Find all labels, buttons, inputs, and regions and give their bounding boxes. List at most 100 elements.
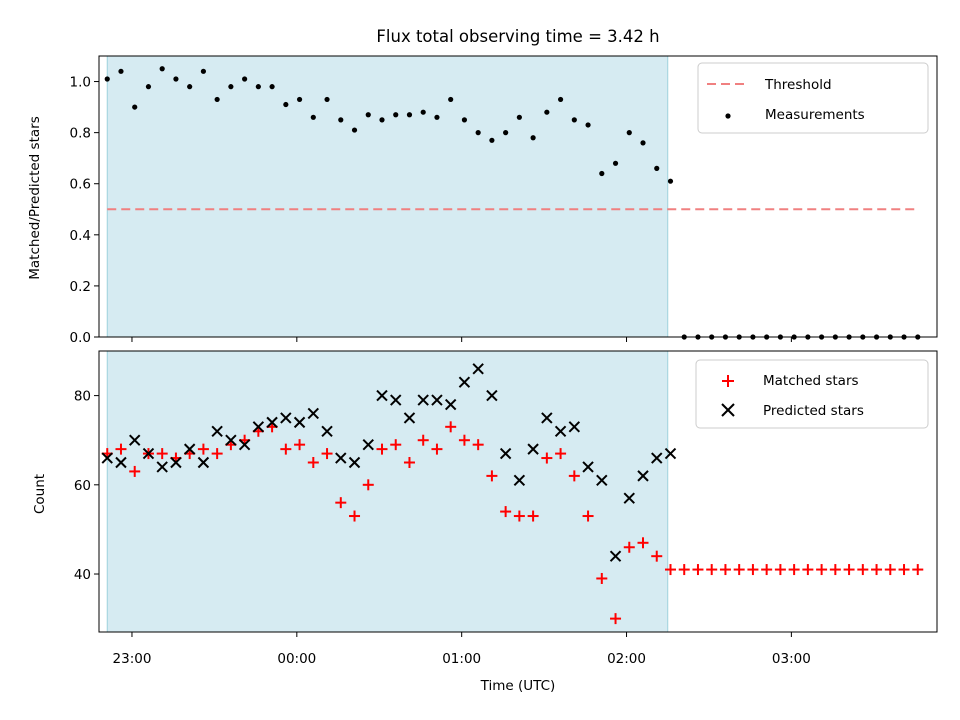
predicted-star-point — [637, 470, 649, 482]
measurement-point — [461, 117, 468, 123]
measurement-point — [255, 84, 261, 90]
predicted-star-point — [554, 425, 567, 437]
matched-star-point — [664, 564, 676, 576]
measurement-point — [626, 130, 632, 136]
predicted-star-point — [156, 461, 168, 473]
top-y-tick-label: 0.6 — [70, 177, 91, 193]
predicted-star-point — [499, 447, 512, 460]
predicted-legend-swatch — [721, 403, 735, 417]
top-y-tick-label: 0.2 — [70, 279, 91, 295]
matched-star-point — [733, 564, 745, 576]
predicted-star-point — [417, 394, 429, 406]
predicted-star-point — [431, 394, 443, 406]
predicted-star-point — [403, 412, 416, 424]
matched-star-point — [115, 443, 127, 455]
top-y-tick-label: 0.4 — [70, 228, 91, 244]
matched-star-point — [857, 564, 869, 576]
measurement-point — [379, 117, 385, 123]
measurement-point — [434, 114, 440, 120]
measurement-point — [159, 66, 165, 72]
top-x-tick-marks — [131, 337, 792, 342]
predicted-star-point — [225, 434, 237, 446]
measurement-point — [242, 76, 248, 82]
measurement-point — [640, 140, 646, 146]
x-tick-label: 23:00 — [113, 651, 152, 667]
measurement-point — [118, 68, 124, 74]
measurement-point — [393, 112, 399, 118]
measurement-point — [503, 130, 509, 136]
predicted-star-point — [266, 416, 278, 429]
measurement-point — [269, 84, 275, 90]
top-y-ticks: 0.0 0.2 0.4 0.6 0.8 1.0 — [70, 75, 99, 346]
predicted-star-point — [444, 398, 457, 411]
matched-star-point — [912, 564, 924, 576]
predicted-star-point — [183, 443, 196, 455]
matched-star-point — [156, 448, 168, 460]
matched-star-point — [678, 564, 690, 576]
bottom-y-ticks: 40 60 80 — [74, 389, 99, 583]
predicted-star-point — [307, 407, 320, 420]
matched-star-point — [294, 439, 306, 451]
predicted-star-point — [513, 474, 526, 487]
predicted-star-point — [142, 447, 155, 460]
matched-star-point — [390, 439, 402, 451]
matched-star-point — [761, 564, 773, 576]
measurement-point — [489, 137, 495, 143]
matched-star-point — [843, 564, 855, 576]
measurement-point — [516, 114, 522, 120]
matched-star-point — [582, 510, 594, 522]
matched-star-point — [527, 510, 539, 522]
matched-star-point — [321, 448, 333, 460]
matched-star-point — [500, 506, 512, 518]
predicted-star-point — [170, 456, 182, 469]
measurement-point — [475, 130, 481, 136]
matched-star-point — [871, 564, 883, 576]
matched-star-point — [555, 448, 567, 460]
matched-stars-points — [101, 421, 924, 625]
measurement-point — [132, 104, 138, 110]
predicted-star-point — [651, 452, 663, 464]
matched-star-point — [774, 564, 786, 576]
predicted-star-point — [238, 438, 251, 451]
matched-star-point — [445, 421, 457, 433]
bottom-legend-frame — [695, 359, 929, 429]
matched-star-point — [129, 465, 141, 477]
measurement-point — [296, 96, 303, 103]
predicted-star-point — [376, 389, 388, 402]
measurement-point — [324, 96, 330, 103]
measurement-point — [351, 127, 358, 133]
measurement-point — [173, 76, 179, 82]
matched-star-point — [898, 564, 910, 576]
matched-star-point — [788, 564, 800, 576]
predicted-star-point — [568, 421, 581, 433]
matched-star-point — [637, 537, 649, 549]
top-legend: Threshold Measurements — [697, 62, 929, 134]
predicted-star-point — [623, 492, 635, 504]
top-legend-frame — [697, 62, 929, 134]
predicted-star-point — [321, 425, 333, 437]
predicted-star-point — [197, 456, 210, 469]
matched-star-point — [651, 550, 663, 562]
measurement-point — [406, 112, 413, 118]
bottom-y-tick-label: 80 — [74, 389, 91, 405]
matched-star-point — [197, 443, 209, 455]
predicted-star-point — [101, 452, 113, 464]
predicted-star-point — [472, 363, 484, 375]
threshold-legend-label: Threshold — [764, 77, 832, 93]
matched-star-point — [719, 564, 731, 576]
predicted-star-point — [348, 456, 361, 469]
bottom-y-tick-label: 60 — [74, 478, 91, 494]
top-axes-frame — [98, 55, 938, 338]
measurement-point — [571, 117, 577, 123]
predicted-legend-label: Predicted stars — [763, 403, 864, 419]
predicted-star-point — [486, 389, 498, 402]
bottom-observing-window-shade — [106, 350, 669, 633]
predicted-star-point — [335, 452, 347, 464]
matched-star-point — [829, 564, 841, 576]
predicted-star-point — [280, 412, 292, 424]
measurement-point — [200, 68, 207, 74]
measurement-point — [214, 96, 220, 103]
bottom-y-tick-label: 40 — [74, 567, 91, 583]
measurement-point — [654, 165, 660, 171]
predicted-star-point — [129, 434, 141, 446]
